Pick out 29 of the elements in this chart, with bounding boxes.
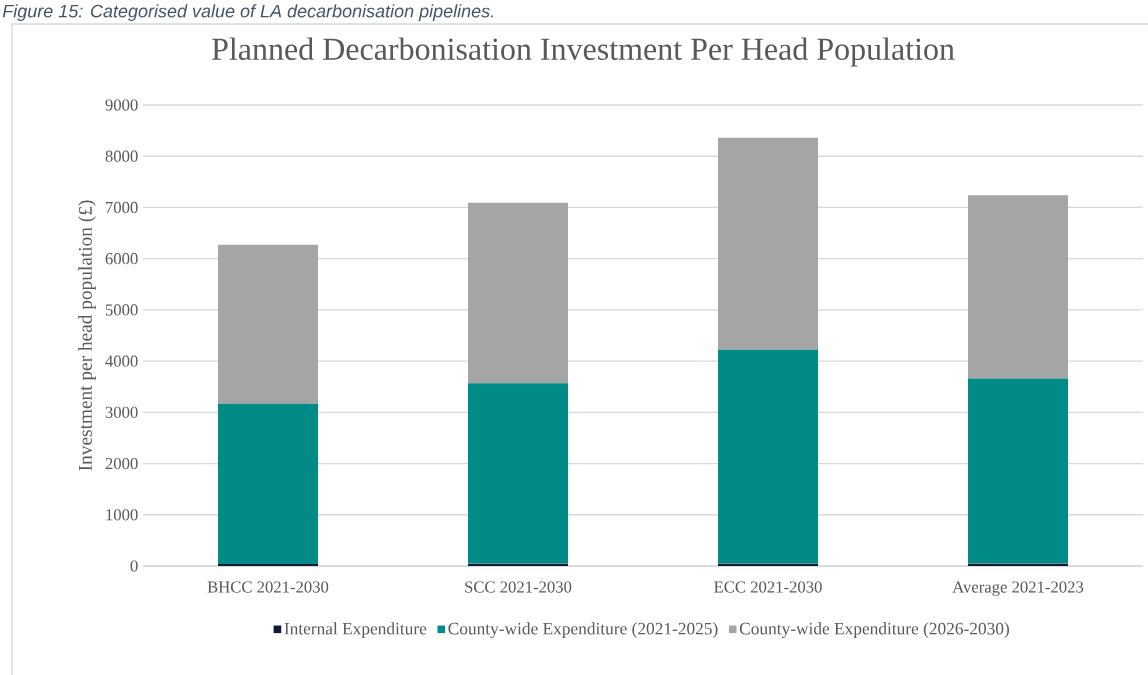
y-tick-label: 5000 [105,304,138,316]
bar [218,563,319,566]
bar [718,137,819,350]
legend-label: Internal Expenditure [284,622,427,639]
y-tick-label: 9000 [105,99,138,111]
bar [718,349,819,564]
y-tick-label: 6000 [105,253,138,265]
y-tick-label: 8000 [105,150,138,162]
legend-label: County-wide Expenditure (2026-2030) [739,622,1009,639]
y-tick-label: 7000 [106,201,138,214]
y-tick-label: 3000 [105,406,138,418]
y-tick-label: 1000 [106,509,138,521]
x-tick-label: Average 2021-2023 [952,581,1084,597]
x-tick-label: ECC 2021-2030 [714,581,822,593]
y-axis-title: Investment per head population (£) [78,200,96,471]
bar [218,403,319,564]
bar [468,383,569,564]
x-tick-label: SCC 2021-2030 [465,581,572,593]
bar [968,195,1069,379]
y-tick-label: 0 [130,560,138,572]
x-tick-label: BHCC 2021-2030 [207,581,329,593]
y-tick-label: 2000 [105,457,138,470]
bar [218,244,319,404]
legend-label: County-wide Expenditure (2021-2025) [448,622,718,639]
chart-title: Planned Decarbonisation Investment Per Head Population [212,37,955,67]
bar [468,202,569,384]
y-tick-label: 4000 [105,355,138,367]
caption: Figure 15: Categorised value of LA decarbonisation pipelines. [2,4,493,22]
bar [968,378,1069,564]
